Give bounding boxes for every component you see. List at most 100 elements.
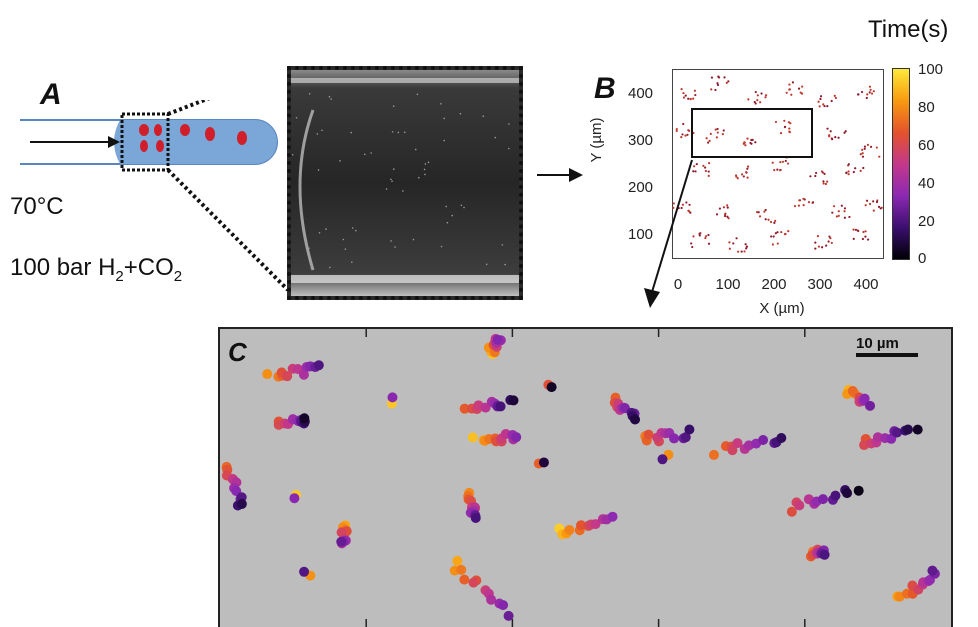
scatter-point-b	[863, 147, 866, 150]
arrow-to-b	[537, 168, 583, 182]
scatter-point-b	[819, 97, 822, 101]
scatter-point-b	[736, 177, 739, 180]
zoom-line-top	[167, 100, 211, 116]
scatter-point-b	[732, 242, 735, 245]
speck	[392, 105, 395, 108]
speck	[507, 147, 510, 150]
scatter-point-b	[747, 98, 750, 101]
scatter-point-b	[837, 214, 840, 217]
speck	[485, 263, 488, 266]
trajectory-point	[776, 433, 787, 444]
scatter-point-b	[771, 243, 775, 246]
scatter-point-b	[735, 237, 738, 240]
scatter-point-b	[714, 88, 717, 92]
trajectory-point	[607, 511, 618, 522]
speck	[424, 173, 426, 176]
scatter-point-b	[861, 155, 865, 158]
scatter-point-b	[704, 169, 707, 173]
scatter-point-b	[750, 138, 753, 142]
speck	[339, 160, 341, 162]
scatter-point-b	[830, 241, 833, 245]
scatter-point-b	[684, 94, 687, 97]
scatter-point-b	[852, 170, 855, 174]
scatter-point-b	[710, 76, 714, 79]
speck	[329, 266, 331, 269]
scatter-point-b	[685, 201, 688, 204]
scatter-point-b	[776, 242, 779, 245]
speck	[451, 214, 454, 217]
scatter-point-b	[826, 180, 829, 183]
scatter-point-b	[879, 207, 882, 210]
trajectory-point	[842, 488, 853, 499]
scatter-point-b	[852, 237, 855, 241]
scatter-point-b	[774, 219, 777, 222]
speck	[424, 163, 427, 165]
trajectory-point	[727, 445, 738, 456]
speck	[351, 261, 353, 263]
speck	[391, 180, 393, 182]
scatter-point-b	[707, 162, 711, 165]
scatter-point-b	[725, 81, 728, 84]
scatter-point-b	[715, 136, 718, 139]
x-tick-200: 200	[761, 276, 787, 293]
scatter-point-b	[728, 247, 731, 250]
scatter-point-b	[704, 166, 707, 169]
scatter-point-b	[694, 170, 697, 173]
scatter-point-b	[798, 199, 801, 202]
scatter-point-b	[833, 94, 836, 97]
trajectory-point	[912, 424, 923, 435]
scatter-point-b	[716, 83, 720, 87]
speck	[330, 98, 332, 100]
speck	[342, 238, 345, 241]
speck	[385, 188, 388, 190]
scatter-point-b	[865, 96, 868, 100]
speck	[391, 131, 394, 133]
scatter-point-b	[826, 104, 829, 108]
trajectory-point	[818, 494, 829, 505]
scatter-point-b	[786, 162, 790, 165]
scatter-point-b	[774, 232, 777, 235]
scatter-point-b	[843, 207, 847, 210]
scatter-point-b	[756, 94, 759, 97]
scatter-point-b	[865, 199, 869, 202]
scatter-point-b	[779, 161, 782, 164]
scatter-point-b	[726, 204, 729, 207]
scatter-point-b	[802, 197, 805, 200]
scatter-point-b	[817, 100, 820, 103]
scatter-point-b	[745, 171, 748, 174]
scatter-point-b	[783, 125, 787, 128]
scatter-point-b	[819, 95, 823, 98]
scatter-point-b	[788, 127, 791, 130]
scatter-point-b	[797, 204, 801, 207]
droplet	[154, 124, 162, 136]
x-tick-100: 100	[715, 276, 741, 293]
scatter-point-b	[832, 205, 836, 208]
scatter-point-b	[707, 141, 710, 144]
scatter-point-b	[835, 215, 838, 218]
scatter-point-b	[875, 200, 879, 204]
scatter-point-b	[834, 136, 837, 139]
trajectory-point	[486, 594, 497, 605]
scatter-point-b	[707, 170, 710, 173]
scatter-point-b	[695, 162, 698, 166]
speck	[414, 148, 417, 151]
scatter-point-b	[692, 235, 695, 238]
scatter-point-b	[721, 133, 724, 136]
trajectory-point	[927, 565, 938, 576]
trajectory-point	[298, 369, 309, 380]
scatter-point-b	[693, 89, 697, 92]
speck	[308, 255, 310, 258]
cbar-tick-40: 40	[918, 175, 935, 192]
scatter-point-b	[868, 91, 871, 94]
scatter-point-b	[801, 85, 804, 88]
scatter-point-b	[694, 93, 697, 97]
scatter-point-b	[864, 235, 867, 238]
trajectory-point	[459, 574, 470, 585]
scatter-point-b	[869, 88, 872, 91]
scatter-point-b	[830, 99, 833, 103]
scatter-point-b	[767, 218, 770, 221]
scatter-point-b	[740, 173, 744, 176]
colorbar-title: Time(s)	[868, 16, 949, 43]
scatter-point-b	[817, 245, 821, 248]
speck	[482, 115, 485, 118]
